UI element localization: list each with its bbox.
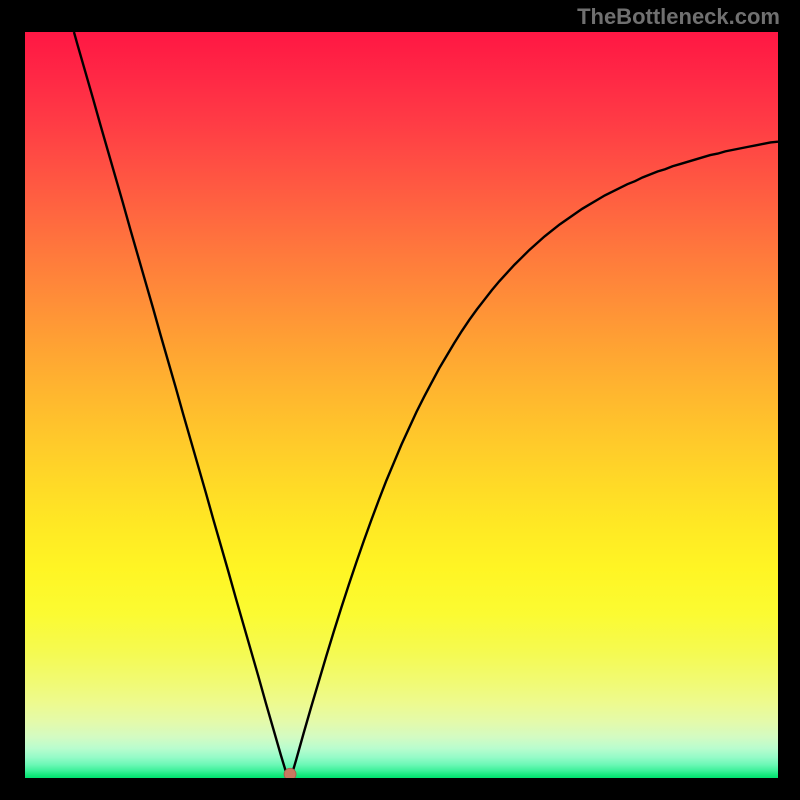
bottleneck-curve: [74, 32, 778, 778]
chart-container: TheBottleneck.com: [0, 0, 800, 800]
watermark-text: TheBottleneck.com: [577, 4, 780, 30]
plot-area: [25, 32, 778, 778]
curve-layer: [25, 32, 778, 778]
minimum-marker: [284, 768, 296, 778]
